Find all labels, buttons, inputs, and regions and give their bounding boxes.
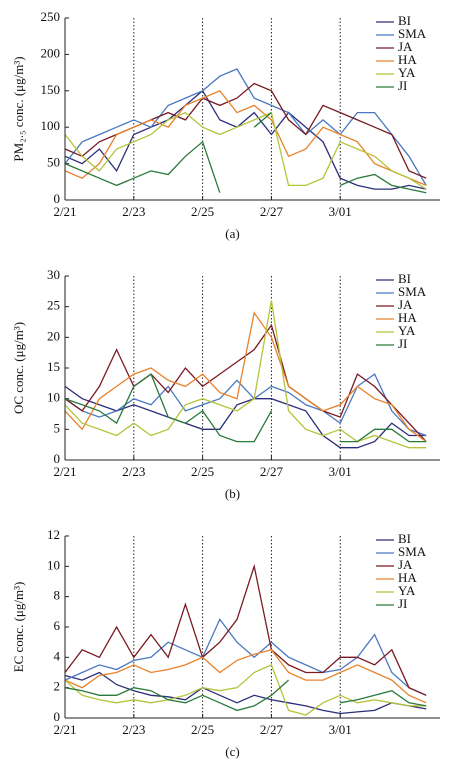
series-line xyxy=(64,68,427,186)
y-tick-label: 50 xyxy=(47,155,60,170)
y-tick-label: 8 xyxy=(54,588,61,603)
y-tick-label: 12 xyxy=(47,527,60,542)
legend-label: JA xyxy=(398,297,413,312)
legend-label: SMA xyxy=(398,544,427,559)
legend-label: HA xyxy=(398,52,417,67)
x-tick-label: 2/25 xyxy=(191,204,214,219)
series-line xyxy=(64,385,427,449)
legend-label: JI xyxy=(398,596,407,611)
series-line xyxy=(64,618,427,696)
x-tick-label: 2/21 xyxy=(53,204,76,219)
y-tick-label: 15 xyxy=(47,359,60,374)
series-line xyxy=(64,563,427,696)
x-tick-label: 2/27 xyxy=(260,464,284,479)
y-tick-label: 200 xyxy=(41,45,61,60)
series-line xyxy=(64,671,427,715)
x-tick-label: 2/23 xyxy=(122,722,145,737)
y-tick-label: 4 xyxy=(54,648,61,663)
legend-label: BI xyxy=(398,271,411,286)
legend-label: YA xyxy=(398,65,416,80)
y-tick-label: 20 xyxy=(47,328,60,343)
series-line xyxy=(64,373,427,443)
x-tick-label: 2/25 xyxy=(191,722,214,737)
series-line xyxy=(64,664,427,716)
legend-label: YA xyxy=(398,583,416,598)
legend-label: JI xyxy=(398,78,407,93)
legend-label: JI xyxy=(398,336,407,351)
caption: (a) xyxy=(225,226,239,241)
x-tick-label: 3/01 xyxy=(329,204,352,219)
y-tick-label: 250 xyxy=(41,9,61,24)
y-axis-label: OC conc. (μg/m³) xyxy=(11,322,26,414)
x-tick-label: 2/23 xyxy=(122,204,145,219)
x-tick-label: 2/21 xyxy=(53,464,76,479)
series-line xyxy=(64,679,427,712)
x-tick-label: 2/23 xyxy=(122,464,145,479)
legend-label: JA xyxy=(398,39,413,54)
x-tick-label: 2/21 xyxy=(53,722,76,737)
legend-label: YA xyxy=(398,323,416,338)
series-line xyxy=(64,311,427,443)
y-tick-label: 10 xyxy=(47,390,60,405)
legend-label: BI xyxy=(398,531,411,546)
series-line xyxy=(64,111,427,190)
y-tick-label: 100 xyxy=(41,118,61,133)
legend-label: SMA xyxy=(398,284,427,299)
series-line xyxy=(64,90,427,186)
legend-label: HA xyxy=(398,310,417,325)
y-tick-label: 25 xyxy=(47,298,60,313)
x-tick-label: 2/25 xyxy=(191,464,214,479)
x-tick-label: 3/01 xyxy=(329,722,352,737)
series-line xyxy=(64,649,427,704)
y-tick-label: 5 xyxy=(54,420,61,435)
y-tick-label: 2 xyxy=(54,679,61,694)
x-tick-label: 2/27 xyxy=(260,722,284,737)
x-tick-label: 2/27 xyxy=(260,204,284,219)
series-line xyxy=(64,300,427,449)
legend-label: SMA xyxy=(398,26,427,41)
y-tick-label: 10 xyxy=(47,557,60,572)
legend-label: BI xyxy=(398,13,411,28)
caption: (b) xyxy=(225,486,240,501)
y-tick-label: 0 xyxy=(54,191,61,206)
series-line xyxy=(64,89,427,190)
series-line xyxy=(64,112,427,194)
y-axis-label: PM₂.₅ conc. (μg/m³) xyxy=(11,56,26,161)
y-tick-label: 0 xyxy=(54,451,61,466)
caption: (c) xyxy=(225,744,239,759)
series-line xyxy=(64,323,427,443)
y-tick-label: 6 xyxy=(54,618,61,633)
y-axis-label: EC conc. (μg/m³) xyxy=(11,582,26,673)
legend-label: HA xyxy=(398,570,417,585)
x-tick-label: 3/01 xyxy=(329,464,352,479)
y-tick-label: 150 xyxy=(41,82,61,97)
y-tick-label: 0 xyxy=(54,709,61,724)
y-tick-label: 30 xyxy=(47,267,60,282)
legend-label: JA xyxy=(398,557,413,572)
